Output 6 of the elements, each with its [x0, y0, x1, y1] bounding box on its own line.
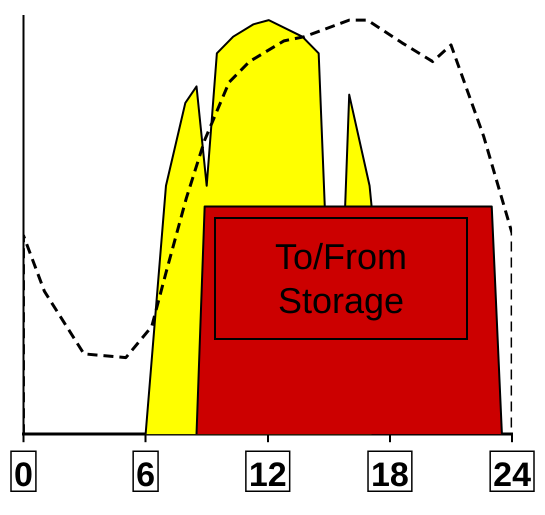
x-tick-label: 6 — [136, 456, 156, 494]
x-tick-label: 12 — [248, 456, 287, 494]
x-tick-label: 18 — [371, 456, 409, 494]
x-tick-label: 24 — [493, 456, 532, 494]
x-tick-label: 0 — [14, 456, 33, 494]
text-box: To/From Storage — [214, 217, 468, 340]
